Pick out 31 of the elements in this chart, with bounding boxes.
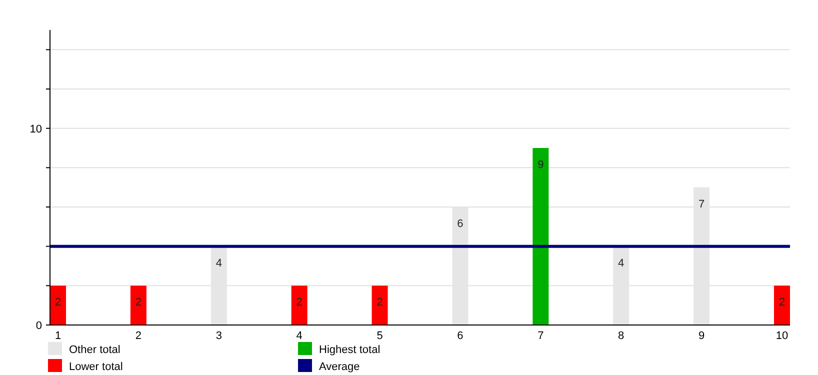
- x-tick-label: 10: [776, 330, 788, 342]
- x-tick-label: 1: [54, 330, 62, 342]
- data-label: 2: [376, 296, 383, 309]
- bar: [291, 286, 308, 325]
- x-tick-label: 7: [538, 330, 544, 342]
- x-tick-label: 6: [457, 330, 464, 342]
- data-label: 2: [778, 296, 786, 309]
- x-tick-label: 9: [698, 330, 705, 342]
- data-label: 7: [698, 198, 705, 210]
- bar: [50, 286, 66, 325]
- data-label: 4: [216, 257, 222, 270]
- x-tick-label: 3: [216, 330, 222, 342]
- bar: [372, 286, 388, 325]
- data-label: 4: [618, 257, 624, 270]
- x-tick-label: 4: [296, 330, 302, 342]
- bar: [130, 286, 146, 325]
- x-tick-label: 8: [618, 330, 624, 342]
- data-label: 2: [296, 296, 302, 309]
- legend-label: Other total: [69, 344, 120, 356]
- legend-label: Highest total: [319, 344, 380, 356]
- data-label: 2: [54, 296, 62, 309]
- y-tick-label: 0: [36, 320, 42, 332]
- bar: [774, 286, 790, 325]
- bar: [532, 148, 549, 325]
- data-label: 6: [457, 218, 464, 230]
- data-label: 2: [135, 296, 142, 309]
- data-label: 9: [538, 159, 544, 171]
- x-tick-label: 2: [135, 330, 142, 342]
- x-tick-label: 5: [376, 330, 383, 342]
- legend-label: Lower total: [69, 361, 123, 373]
- legend-label: Average: [319, 361, 360, 373]
